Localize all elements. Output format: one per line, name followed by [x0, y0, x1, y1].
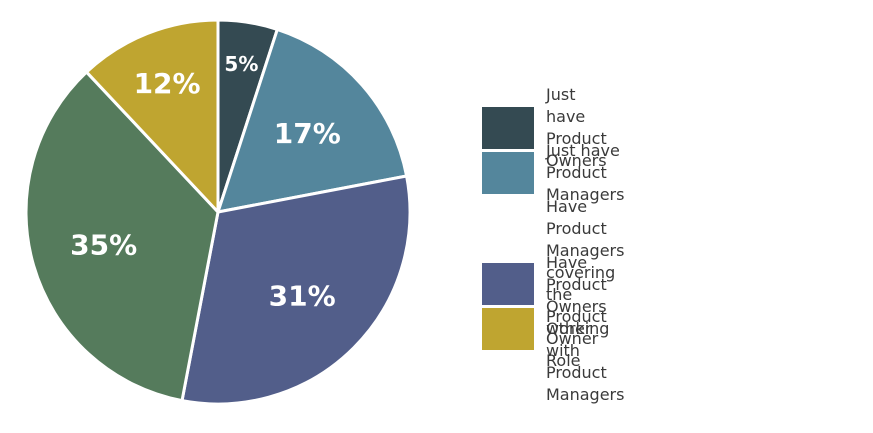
slice-value-label: 31% [269, 280, 336, 313]
slice-value-label: 35% [70, 229, 137, 262]
pie-slice [180, 174, 412, 406]
legend-item: Other [482, 308, 591, 350]
legend-label: Have Product Managers covering the Produ… [546, 197, 625, 370]
slice-value-label: 17% [274, 117, 341, 150]
pie-slice [85, 18, 220, 214]
legend-item: Have Product Managers covering the Produ… [482, 196, 624, 372]
legend-label: Other [546, 319, 592, 338]
legend-swatch [482, 152, 534, 194]
pie-chart: 5% 17% 31% 35% 12% [24, 18, 412, 406]
legend-swatch [482, 308, 534, 350]
legend-swatch [482, 107, 534, 149]
legend-label: Have Product Owners working with Product… [546, 253, 625, 404]
legend-swatch [482, 263, 534, 305]
slice-value-label: 5% [224, 52, 258, 76]
legend-label: Just have Product Managers [546, 141, 625, 204]
legend-item: Just have Product Managers [482, 140, 624, 206]
legend-label: Just have Product Owners [546, 85, 607, 170]
slice-value-label: 12% [134, 67, 201, 100]
pie-slice [24, 70, 220, 403]
pie-slice [216, 27, 409, 214]
legend-item: Just have Product Owners [482, 84, 607, 172]
